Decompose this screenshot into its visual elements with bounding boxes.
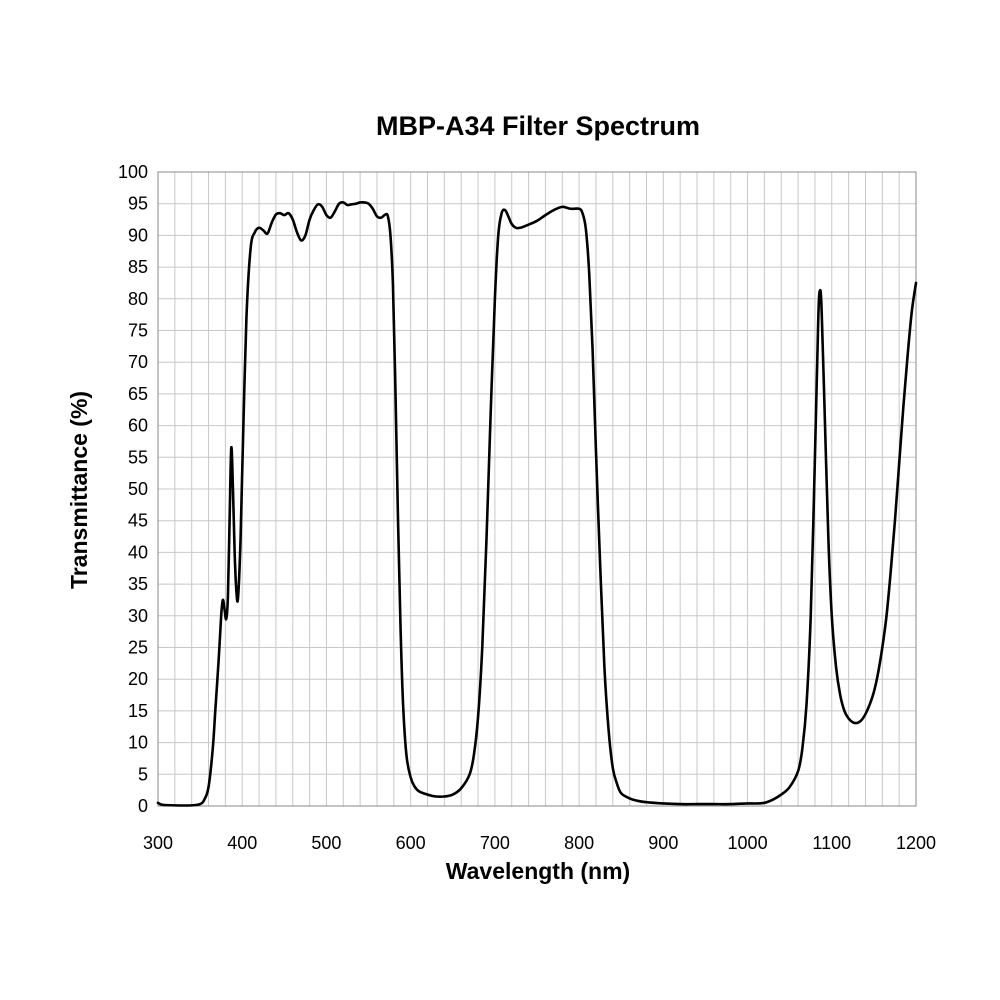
y-tick-label-70: 70: [128, 352, 148, 372]
series-group: [156, 200, 918, 807]
series-line-0: [156, 200, 918, 807]
y-tick-label-55: 55: [128, 447, 148, 467]
y-tick-label-25: 25: [128, 638, 148, 658]
y-tick-label-45: 45: [128, 511, 148, 531]
y-tick-label-60: 60: [128, 416, 148, 436]
x-tick-label-900: 900: [648, 833, 678, 853]
x-tick-label-400: 400: [227, 833, 257, 853]
y-tick-label-5: 5: [138, 764, 148, 784]
x-tick-labels: 300 400 500 600 700 800 900 1000 1100 1200: [143, 833, 936, 853]
y-tick-label-100: 100: [118, 162, 148, 182]
plot-area-border: [157, 171, 917, 807]
y-tick-label-0: 0: [138, 796, 148, 816]
y-tick-label-85: 85: [128, 257, 148, 277]
x-tick-label-1100: 1100: [812, 833, 851, 853]
x-tick-label-500: 500: [311, 833, 341, 853]
grid-lines: [158, 172, 916, 806]
x-tick-label-600: 600: [396, 833, 426, 853]
y-tick-label-15: 15: [128, 701, 148, 721]
y-tick-label-75: 75: [128, 321, 148, 341]
x-tick-label-300: 300: [143, 833, 173, 853]
y-tick-label-10: 10: [128, 733, 148, 753]
y-tick-label-90: 90: [128, 225, 148, 245]
y-tick-label-30: 30: [128, 606, 148, 626]
y-tick-label-50: 50: [128, 479, 148, 499]
y-tick-label-95: 95: [128, 194, 148, 214]
y-tick-label-40: 40: [128, 542, 148, 562]
x-tick-label-800: 800: [564, 833, 594, 853]
y-tick-label-80: 80: [128, 289, 148, 309]
x-tick-label-1000: 1000: [728, 833, 768, 853]
x-tick-label-1200: 1200: [896, 833, 936, 853]
x-axis-title: Wavelength (nm): [446, 858, 630, 884]
y-tick-label-65: 65: [128, 384, 148, 404]
chart-title: MBP-A34 Filter Spectrum: [376, 111, 700, 141]
y-tick-label-35: 35: [128, 574, 148, 594]
x-tick-label-700: 700: [480, 833, 510, 853]
y-tick-labels: 0 5 10 15 20 25 30 35 40 45 50 55 60 65 70 75 80 85 90 95 10…: [118, 162, 148, 816]
y-tick-label-20: 20: [128, 669, 148, 689]
y-axis-title: Transmittance (%): [66, 391, 92, 589]
